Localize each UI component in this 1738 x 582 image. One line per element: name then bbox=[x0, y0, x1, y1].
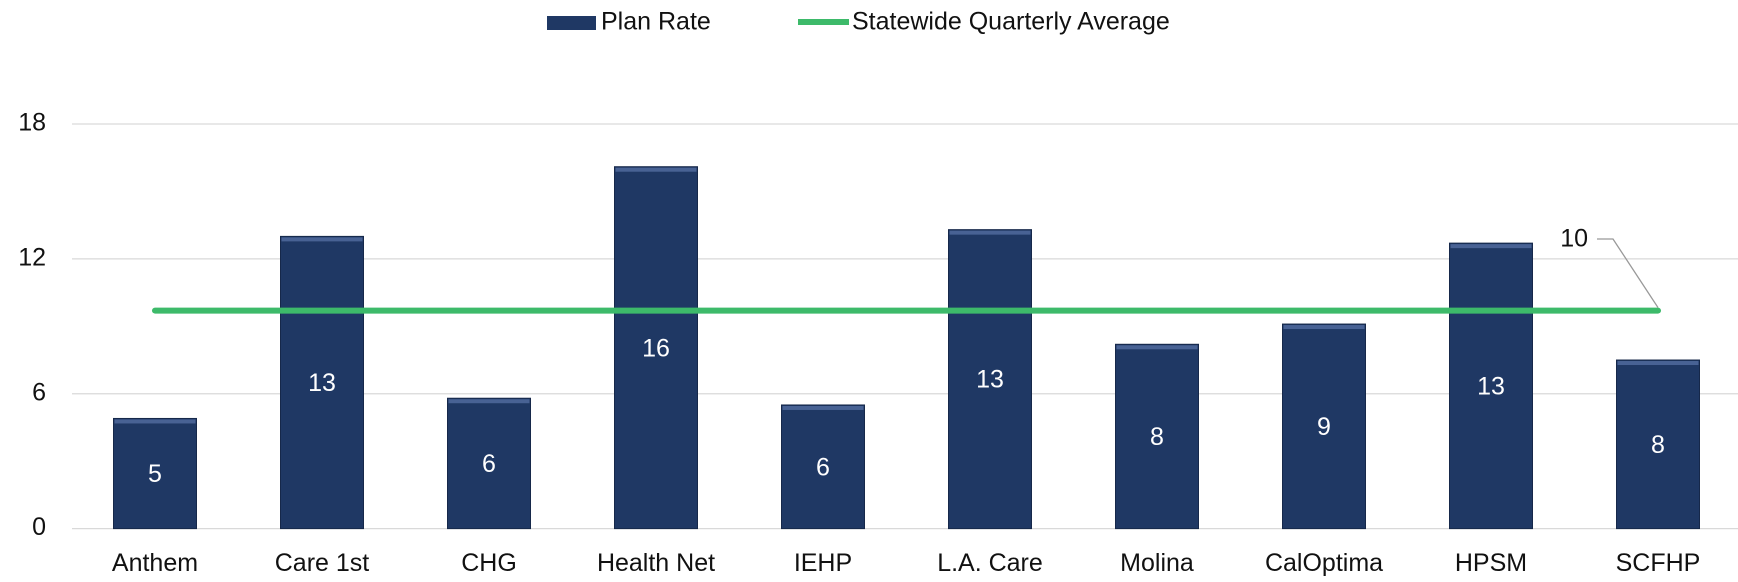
value-label: 9 bbox=[1317, 413, 1331, 441]
value-label: 8 bbox=[1150, 423, 1164, 451]
bar bbox=[1282, 323, 1366, 530]
bar-highlight bbox=[448, 399, 530, 404]
x-tick-label: Health Net bbox=[597, 549, 715, 577]
legend-label: Plan Rate bbox=[601, 8, 711, 36]
leader-line bbox=[1597, 238, 1659, 308]
bar bbox=[447, 397, 531, 530]
value-label: 16 bbox=[642, 334, 670, 362]
x-tick-label: L.A. Care bbox=[937, 549, 1043, 577]
bar-highlight bbox=[949, 230, 1031, 235]
value-label: 13 bbox=[1477, 372, 1505, 400]
x-tick-label: Anthem bbox=[112, 549, 198, 577]
bar bbox=[113, 417, 197, 530]
value-label: 6 bbox=[816, 453, 830, 481]
x-tick-label: IEHP bbox=[794, 549, 852, 577]
bar-highlight bbox=[1116, 345, 1198, 350]
bar-highlight bbox=[281, 237, 363, 242]
bar bbox=[1449, 242, 1533, 530]
x-tick-label: SCFHP bbox=[1616, 549, 1701, 577]
y-tick-label: 18 bbox=[18, 109, 46, 137]
bar bbox=[280, 235, 364, 530]
legend-label: Statewide Quarterly Average bbox=[852, 8, 1170, 36]
x-tick-label: CalOptima bbox=[1265, 549, 1383, 577]
y-tick-label: 0 bbox=[32, 513, 46, 541]
value-label: 13 bbox=[308, 369, 336, 397]
bar-highlight bbox=[114, 419, 196, 424]
bar-highlight bbox=[615, 167, 697, 172]
value-label: 13 bbox=[976, 366, 1004, 394]
y-tick-label: 12 bbox=[18, 243, 46, 271]
bar bbox=[1115, 343, 1199, 530]
bar bbox=[948, 229, 1032, 530]
bar-highlight bbox=[1283, 325, 1365, 330]
legend-swatch bbox=[547, 16, 596, 30]
value-label: 6 bbox=[482, 450, 496, 478]
x-tick-label: Care 1st bbox=[275, 549, 370, 577]
y-tick-label: 6 bbox=[32, 378, 46, 406]
x-tick-label: CHG bbox=[461, 549, 517, 577]
bar-highlight bbox=[1450, 244, 1532, 249]
bar bbox=[1616, 359, 1700, 530]
x-tick-label: HPSM bbox=[1455, 549, 1527, 577]
value-label: 8 bbox=[1651, 431, 1665, 459]
bar-highlight bbox=[1617, 361, 1699, 366]
bar bbox=[614, 166, 698, 530]
average-label: 10 bbox=[1560, 225, 1588, 253]
value-label: 5 bbox=[148, 460, 162, 488]
bar bbox=[781, 404, 865, 530]
x-tick-label: Molina bbox=[1120, 549, 1194, 577]
bar-highlight bbox=[782, 405, 864, 410]
